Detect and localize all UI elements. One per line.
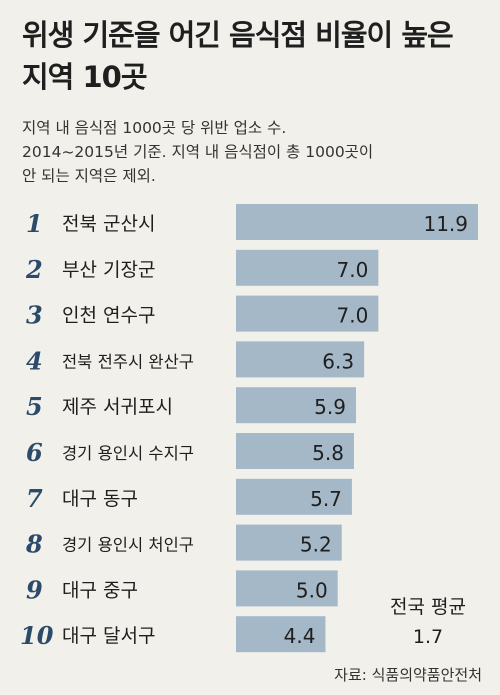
national-average-value: 1.7 xyxy=(412,626,444,648)
value-label: 5.9 xyxy=(314,395,346,419)
rank-label: 4 xyxy=(26,346,43,375)
subtitle-line: 2014~2015년 기준. 지역 내 음식점이 총 1000곳이 xyxy=(22,143,374,161)
bar xyxy=(236,478,352,515)
value-label: 7.0 xyxy=(337,304,369,328)
bar xyxy=(236,616,326,653)
source-note: 자료: 식품의약품안전처 xyxy=(334,666,482,684)
value-label: 5.2 xyxy=(300,533,332,557)
bar xyxy=(236,249,379,286)
category-label: 경기 용인시 처인구 xyxy=(62,536,194,555)
category-label: 대구 동구 xyxy=(62,488,138,510)
chart-subtitle: 지역 내 음식점 1000곳 당 위반 업소 수. 2014~2015년 기준.… xyxy=(22,116,492,188)
rank-label: 1 xyxy=(26,209,43,238)
bar xyxy=(236,387,356,424)
bar xyxy=(236,295,379,332)
subtitle-line: 안 되는 지역은 제외. xyxy=(22,167,156,185)
chart-title: 위생 기준을 어긴 음식점 비율이 높은 지역 10곳 xyxy=(22,18,454,94)
value-label: 5.0 xyxy=(296,578,328,602)
category-label: 부산 기장군 xyxy=(62,259,155,281)
bar xyxy=(236,341,365,378)
value-label: 4.4 xyxy=(284,624,316,648)
category-label: 제주 서귀포시 xyxy=(62,396,173,418)
category-label: 대구 달서구 xyxy=(62,625,155,647)
national-average: 전국 평균 1.7 xyxy=(378,592,478,652)
value-label: 5.7 xyxy=(310,487,342,511)
rank-label: 8 xyxy=(25,530,43,559)
bar xyxy=(236,524,342,561)
value-label: 11.9 xyxy=(423,212,468,236)
category-label: 대구 중구 xyxy=(62,579,138,601)
rank-label: 7 xyxy=(26,484,43,513)
rank-label: 2 xyxy=(25,255,43,284)
value-label: 5.8 xyxy=(312,441,344,465)
value-label: 7.0 xyxy=(337,258,369,282)
rank-label: 5 xyxy=(26,392,43,421)
bar xyxy=(236,570,338,607)
rank-label: 3 xyxy=(26,301,43,330)
category-label: 경기 용인시 수지구 xyxy=(62,444,194,463)
bar xyxy=(236,204,478,240)
subtitle-line: 지역 내 음식점 1000곳 당 위반 업소 수. xyxy=(22,119,287,137)
bar xyxy=(236,433,354,469)
rank-label: 9 xyxy=(26,575,43,604)
national-average-label: 전국 평균 xyxy=(390,596,466,618)
category-label: 인천 연수구 xyxy=(62,305,155,327)
value-label: 6.3 xyxy=(322,349,354,373)
category-label: 전북 전주시 완산구 xyxy=(62,352,194,371)
rank-label: 10 xyxy=(20,621,54,650)
rank-label: 6 xyxy=(26,438,43,467)
category-label: 전북 군산시 xyxy=(62,213,155,235)
